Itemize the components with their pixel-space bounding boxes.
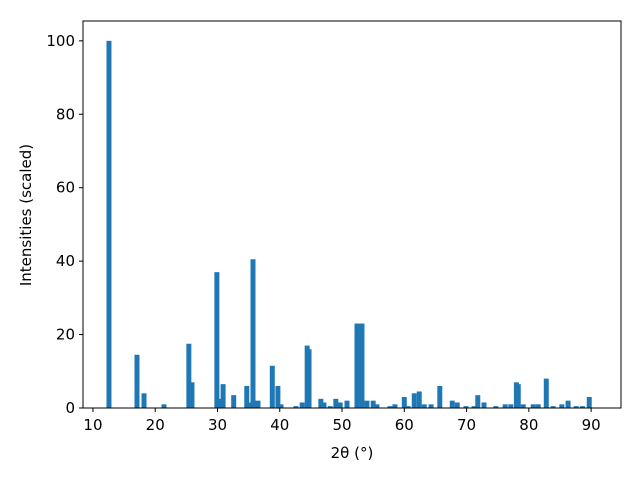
- bar: [161, 404, 167, 408]
- bar: [327, 406, 333, 408]
- bar: [405, 406, 411, 408]
- y-tick-label: 100: [46, 32, 75, 50]
- bar: [471, 406, 477, 408]
- bar: [269, 365, 275, 408]
- bar: [520, 404, 526, 408]
- bar: [481, 402, 487, 408]
- x-tick-label: 20: [146, 416, 165, 434]
- bar: [106, 40, 112, 408]
- bar: [231, 395, 237, 408]
- bar: [244, 385, 250, 408]
- bar: [586, 396, 592, 408]
- bar: [515, 384, 521, 408]
- bar: [454, 402, 460, 408]
- bar: [364, 400, 370, 408]
- bar: [449, 400, 455, 408]
- bar: [573, 406, 579, 408]
- bar: [214, 272, 220, 408]
- bar: [535, 404, 541, 408]
- bar: [247, 402, 253, 408]
- bar: [278, 404, 284, 408]
- bar: [306, 349, 312, 408]
- y-tick-label: 0: [65, 399, 75, 417]
- bar: [344, 400, 350, 408]
- bar: [565, 400, 571, 408]
- bar: [493, 406, 499, 408]
- bar: [387, 406, 393, 408]
- plot-frame: [82, 20, 622, 409]
- bar: [530, 404, 536, 408]
- x-tick-label: 50: [332, 416, 351, 434]
- bar: [579, 406, 585, 408]
- bar: [299, 402, 305, 408]
- bar: [359, 323, 365, 408]
- bar: [333, 398, 339, 408]
- y-tick-label: 80: [56, 105, 75, 123]
- bar: [186, 343, 192, 408]
- bar: [293, 406, 299, 408]
- bar: [337, 402, 343, 408]
- x-tick-label: 90: [582, 416, 601, 434]
- bar: [321, 402, 327, 408]
- bar: [416, 391, 422, 408]
- bar: [370, 400, 376, 408]
- y-axis-label: Intensities (scaled): [17, 144, 35, 286]
- x-tick-label: 30: [208, 416, 227, 434]
- bar: [255, 400, 261, 408]
- bar: [217, 398, 223, 408]
- y-tick-label: 40: [56, 252, 75, 270]
- bar: [475, 395, 481, 408]
- bar: [411, 393, 417, 408]
- bar: [463, 406, 469, 408]
- bar: [250, 259, 256, 408]
- bar: [392, 404, 398, 408]
- x-tick-label: 60: [395, 416, 414, 434]
- x-tick-label: 70: [457, 416, 476, 434]
- bar: [141, 393, 147, 408]
- bar: [550, 406, 556, 408]
- bar: [220, 384, 226, 408]
- bar: [559, 404, 565, 408]
- bar: [437, 385, 443, 408]
- y-tick-label: 20: [56, 326, 75, 344]
- x-axis-label: 2θ (°): [331, 444, 374, 462]
- bar: [401, 396, 407, 408]
- bar: [354, 323, 360, 408]
- bar: [189, 382, 195, 408]
- bar: [508, 404, 514, 408]
- bar: [543, 378, 549, 408]
- x-tick-label: 10: [83, 416, 102, 434]
- bar: [318, 398, 324, 408]
- bar: [134, 354, 140, 408]
- x-tick-label: 80: [519, 416, 538, 434]
- bar: [374, 404, 380, 408]
- bar: [502, 404, 508, 408]
- y-tick-label: 60: [56, 179, 75, 197]
- x-tick-label: 40: [270, 416, 289, 434]
- bar: [275, 385, 281, 408]
- bar: [421, 404, 427, 408]
- bar: [428, 404, 434, 408]
